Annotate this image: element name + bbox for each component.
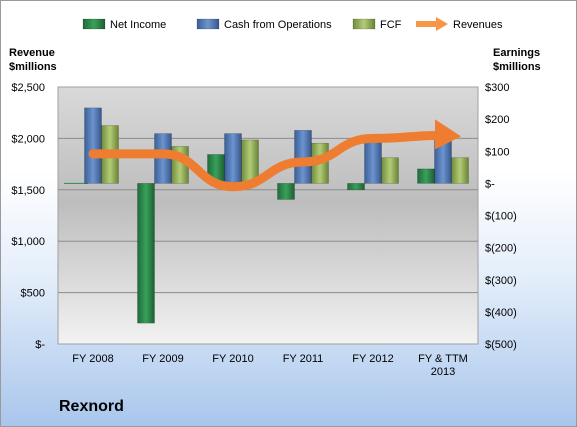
- revenues-arrowhead: [435, 119, 461, 150]
- right-tick-label: $(300): [485, 275, 517, 287]
- net-income-bar: [417, 168, 435, 184]
- right-tick-label: $(100): [485, 211, 517, 223]
- net-income-bar: [347, 183, 365, 191]
- company-name: Rexnord: [59, 398, 124, 415]
- plot-area: [57, 86, 479, 345]
- category-label: FY 2010: [212, 353, 253, 365]
- left-tick-label: $-: [35, 339, 45, 351]
- legend-label: FCF: [380, 19, 402, 31]
- category-label: FY 2011: [283, 353, 324, 365]
- right-axis-title: Earnings: [493, 47, 540, 59]
- right-tick-label: $(400): [485, 307, 517, 319]
- right-tick-label: $(200): [485, 243, 517, 255]
- category-label: FY & TTM: [418, 353, 468, 365]
- legend-swatch: [82, 18, 106, 30]
- right-tick-label: $-: [485, 178, 495, 190]
- fcf-bar: [381, 157, 399, 184]
- cash-from-operations-bar: [294, 130, 312, 184]
- right-axis-title: $millions: [493, 61, 541, 73]
- legend-swatch: [352, 18, 376, 30]
- right-tick-label: $200: [485, 114, 509, 126]
- category-label: FY 2012: [352, 353, 393, 365]
- category-label: FY 2009: [142, 353, 183, 365]
- net-income-bar: [137, 183, 155, 324]
- legend-label: Revenues: [453, 19, 503, 31]
- left-tick-label: $2,500: [11, 82, 45, 94]
- cash-from-operations-bar: [364, 138, 382, 184]
- legend-swatch: [196, 18, 220, 30]
- left-axis-title: $millions: [9, 61, 57, 73]
- legend-arrow-head: [436, 17, 448, 31]
- category-label: 2013: [431, 366, 455, 378]
- right-tick-label: $(500): [485, 339, 517, 351]
- right-tick-label: $100: [485, 146, 509, 158]
- net-income-bar: [277, 183, 295, 200]
- revenues-line: [88, 130, 448, 192]
- cash-from-operations-bar: [84, 107, 102, 184]
- left-tick-label: $1,000: [11, 236, 45, 248]
- legend-label: Net Income: [110, 19, 166, 31]
- fcf-bar: [451, 157, 469, 184]
- left-tick-label: $1,500: [11, 185, 45, 197]
- right-tick-label: $300: [485, 82, 509, 94]
- left-tick-label: $500: [21, 288, 45, 300]
- left-tick-label: $2,000: [11, 133, 45, 145]
- left-axis-title: Revenue: [9, 47, 55, 59]
- category-label: FY 2008: [72, 353, 113, 365]
- cash-from-operations-bar: [224, 133, 242, 184]
- legend-label: Cash from Operations: [224, 19, 332, 31]
